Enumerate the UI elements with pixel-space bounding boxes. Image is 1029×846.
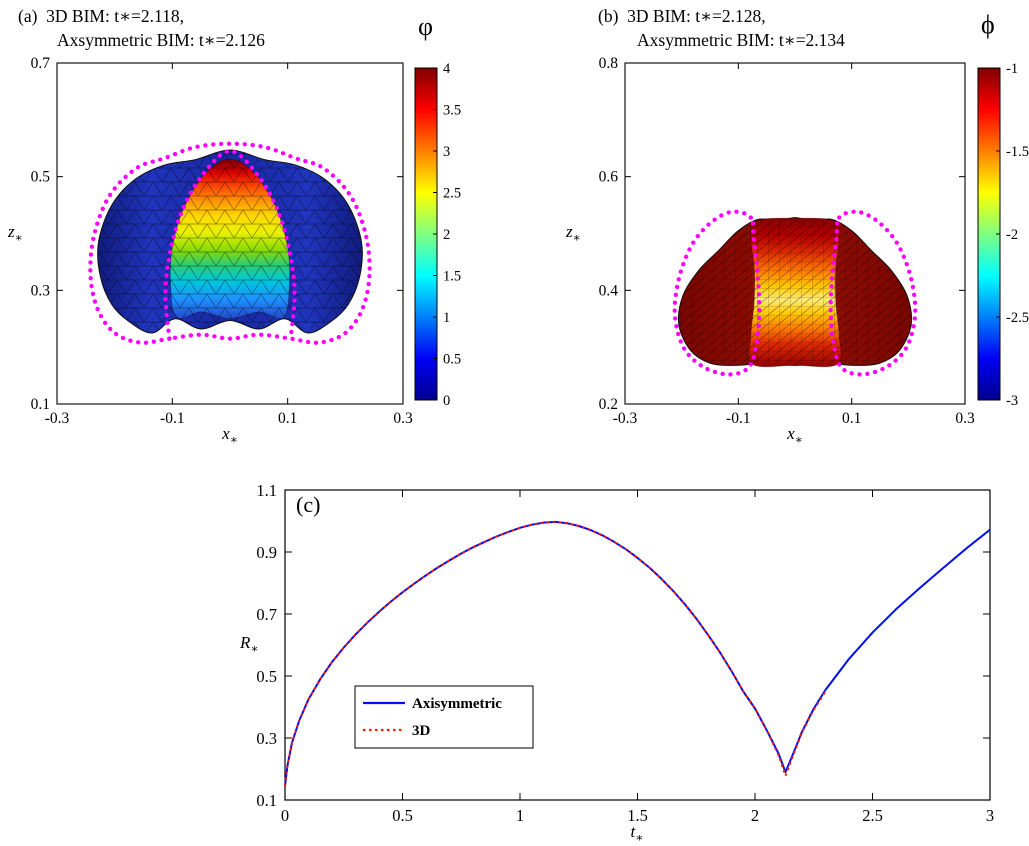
panel-b-colorbar-tick-label: -2.5 [1006, 310, 1029, 326]
panel-b-colorbar-tick-label: -1 [1006, 61, 1018, 77]
panel-a-axisymmetric-outline-1 [163, 148, 297, 341]
panel-a-xtick-label: 0.1 [278, 410, 297, 427]
panel-b-xtick-label: -0.1 [726, 410, 751, 427]
panel-b-ytick-label: 0.2 [599, 396, 618, 413]
panel-b-axes-box [624, 62, 966, 405]
panel-b-xlabel: x∗ [773, 424, 817, 447]
panel-a-xtick-label: 0.3 [393, 410, 413, 427]
panel-a-ylabel-main: z [8, 222, 15, 241]
panel-b-mesh-overlay [678, 217, 912, 366]
panel-b-colorbar-symbol: ϕ [981, 10, 995, 39]
panel-c-xtick-label: 3 [986, 806, 994, 825]
panel-a-mesh-overlay [97, 150, 363, 334]
panel-b-ylabel-main: z [566, 222, 573, 241]
panel-a-plot: -0.3 -0.1 0.1 0.3 0.1 0.3 0.5 0.7 0 0.5 1 1.5 2 2.5 3 3… [31, 55, 462, 427]
panel-a-xtick-label: -0.3 [45, 410, 70, 427]
panel-a-ylabel-sub: ∗ [14, 230, 23, 245]
panel-b-axisymmetric-outline-0 [672, 209, 762, 377]
panel-a-title-line2: Axsymmetric BIM: t∗=2.126 [57, 30, 265, 50]
panel-c-ytick-label: 0.9 [256, 543, 277, 562]
panel-c-xtick-label: 1.5 [627, 806, 648, 825]
panel-c-xtick-label: 0.5 [392, 806, 413, 825]
panel-b-ylabel: z∗ [566, 222, 581, 245]
panel-b-colorbar-tick-label: -1.5 [1006, 144, 1029, 160]
panel-a-axes-box [56, 62, 404, 405]
panel-c-ylabel-main: R [240, 633, 251, 652]
panel-a-colorbar-symbol: φ [418, 12, 434, 41]
panel-b-colorbar-tick-label: -2 [1006, 227, 1018, 243]
panel-c-xtick-label: 1 [516, 806, 524, 825]
panel-b-ytick-label: 0.6 [599, 169, 619, 186]
panel-b-title-line1: (b) 3D BIM: t∗=2.128, [598, 6, 766, 26]
panel-a-colorbar-tick-label: 1 [443, 310, 450, 326]
panel-c-legend-label-3D: 3D [412, 723, 431, 739]
panel-b-bubble [672, 209, 918, 377]
panel-b-ylabel-sub: ∗ [572, 230, 581, 245]
panel-b-ytick-label: 0.4 [599, 282, 619, 299]
panel-a-ytick-label: 0.7 [31, 55, 51, 72]
panel-c-xlabel-sub: ∗ [635, 830, 644, 845]
panel-b-colorbar-tick-label: -3 [1006, 393, 1018, 409]
panel-a-ylabel: z∗ [8, 222, 23, 245]
panel-b-xlabel-sub: ∗ [794, 432, 803, 447]
panel-a-axisymmetric-outline-0 [88, 141, 372, 345]
panel-c-plot: 0 0.5 1 1.5 2 2.5 3 0.1 0.3 0.5 0.7 0.9 1.1 Axisymmet… [256, 481, 994, 825]
panel-a-title-line1: (a) 3D BIM: t∗=2.118, [18, 6, 184, 26]
panel-b-ytick-label: 0.8 [599, 55, 619, 72]
panel-a-ytick-label: 0.5 [31, 169, 51, 186]
panel-a-colorbar-tick-label: 3.5 [443, 103, 461, 119]
panel-b-xlabel-main: x [787, 424, 795, 443]
panel-c-xtick-label: 0 [281, 806, 289, 825]
panel-a-bubble [88, 141, 372, 345]
panel-a-colorbar-tick-label: 1.5 [443, 269, 461, 285]
panel-c-legend-label-Axisymmetric: Axisymmetric [412, 696, 502, 712]
panel-c-label: (c) [296, 492, 321, 517]
panel-b-axisymmetric-outline-1 [828, 209, 918, 377]
panel-a-xtick-label: -0.1 [160, 410, 185, 427]
panel-c-legend-box [354, 685, 534, 749]
panel-c-xlabel: t∗ [617, 822, 657, 845]
panel-b-xtick-label: 0.1 [842, 410, 861, 427]
panel-a-colorbar-tick-label: 0.5 [443, 352, 461, 368]
panel-b-xtick-label: 0.3 [955, 410, 975, 427]
panel-b-plot: -0.3 -0.1 0.1 0.3 0.2 0.4 0.6 0.8 -1 -1.5 -2 -2.5 -3 [599, 55, 1029, 427]
panel-c-ytick-label: 0.1 [256, 791, 277, 810]
panel-a-ytick-label: 0.3 [31, 282, 51, 299]
panel-a-colorbar-tick-label: 0 [443, 393, 450, 409]
panel-a-colorbar-tick-label: 4 [443, 61, 451, 77]
panel-c-axes-box [284, 489, 991, 801]
panel-a-xlabel-main: x [222, 424, 230, 443]
panel-b-title-line2: Axsymmetric BIM: t∗=2.134 [637, 30, 845, 50]
panel-c-ylabel: R∗ [240, 633, 259, 656]
panel-a-colorbar-tick-label: 2 [443, 227, 450, 243]
panel-b-xtick-label: -0.3 [613, 410, 638, 427]
panel-a-colorbar-tick-label: 2.5 [443, 186, 461, 202]
panel-a-xlabel-sub: ∗ [229, 432, 238, 447]
panel-c-ytick-label: 1.1 [256, 481, 277, 500]
panel-a-colorbar-tick-label: 3 [443, 144, 450, 160]
panel-c-ytick-label: 0.5 [256, 667, 277, 686]
panel-c-xlabel-main: t [630, 822, 636, 841]
panel-c-ytick-label: 0.3 [256, 729, 277, 748]
panel-c-xtick-label: 2.5 [862, 806, 883, 825]
panel-c-ytick-label: 0.7 [256, 605, 277, 624]
panel-a-xlabel: x∗ [208, 424, 252, 447]
panel-c-ylabel-sub: ∗ [250, 641, 259, 656]
panel-c-xtick-label: 2 [751, 806, 759, 825]
panel-a-ytick-label: 0.1 [31, 396, 50, 413]
